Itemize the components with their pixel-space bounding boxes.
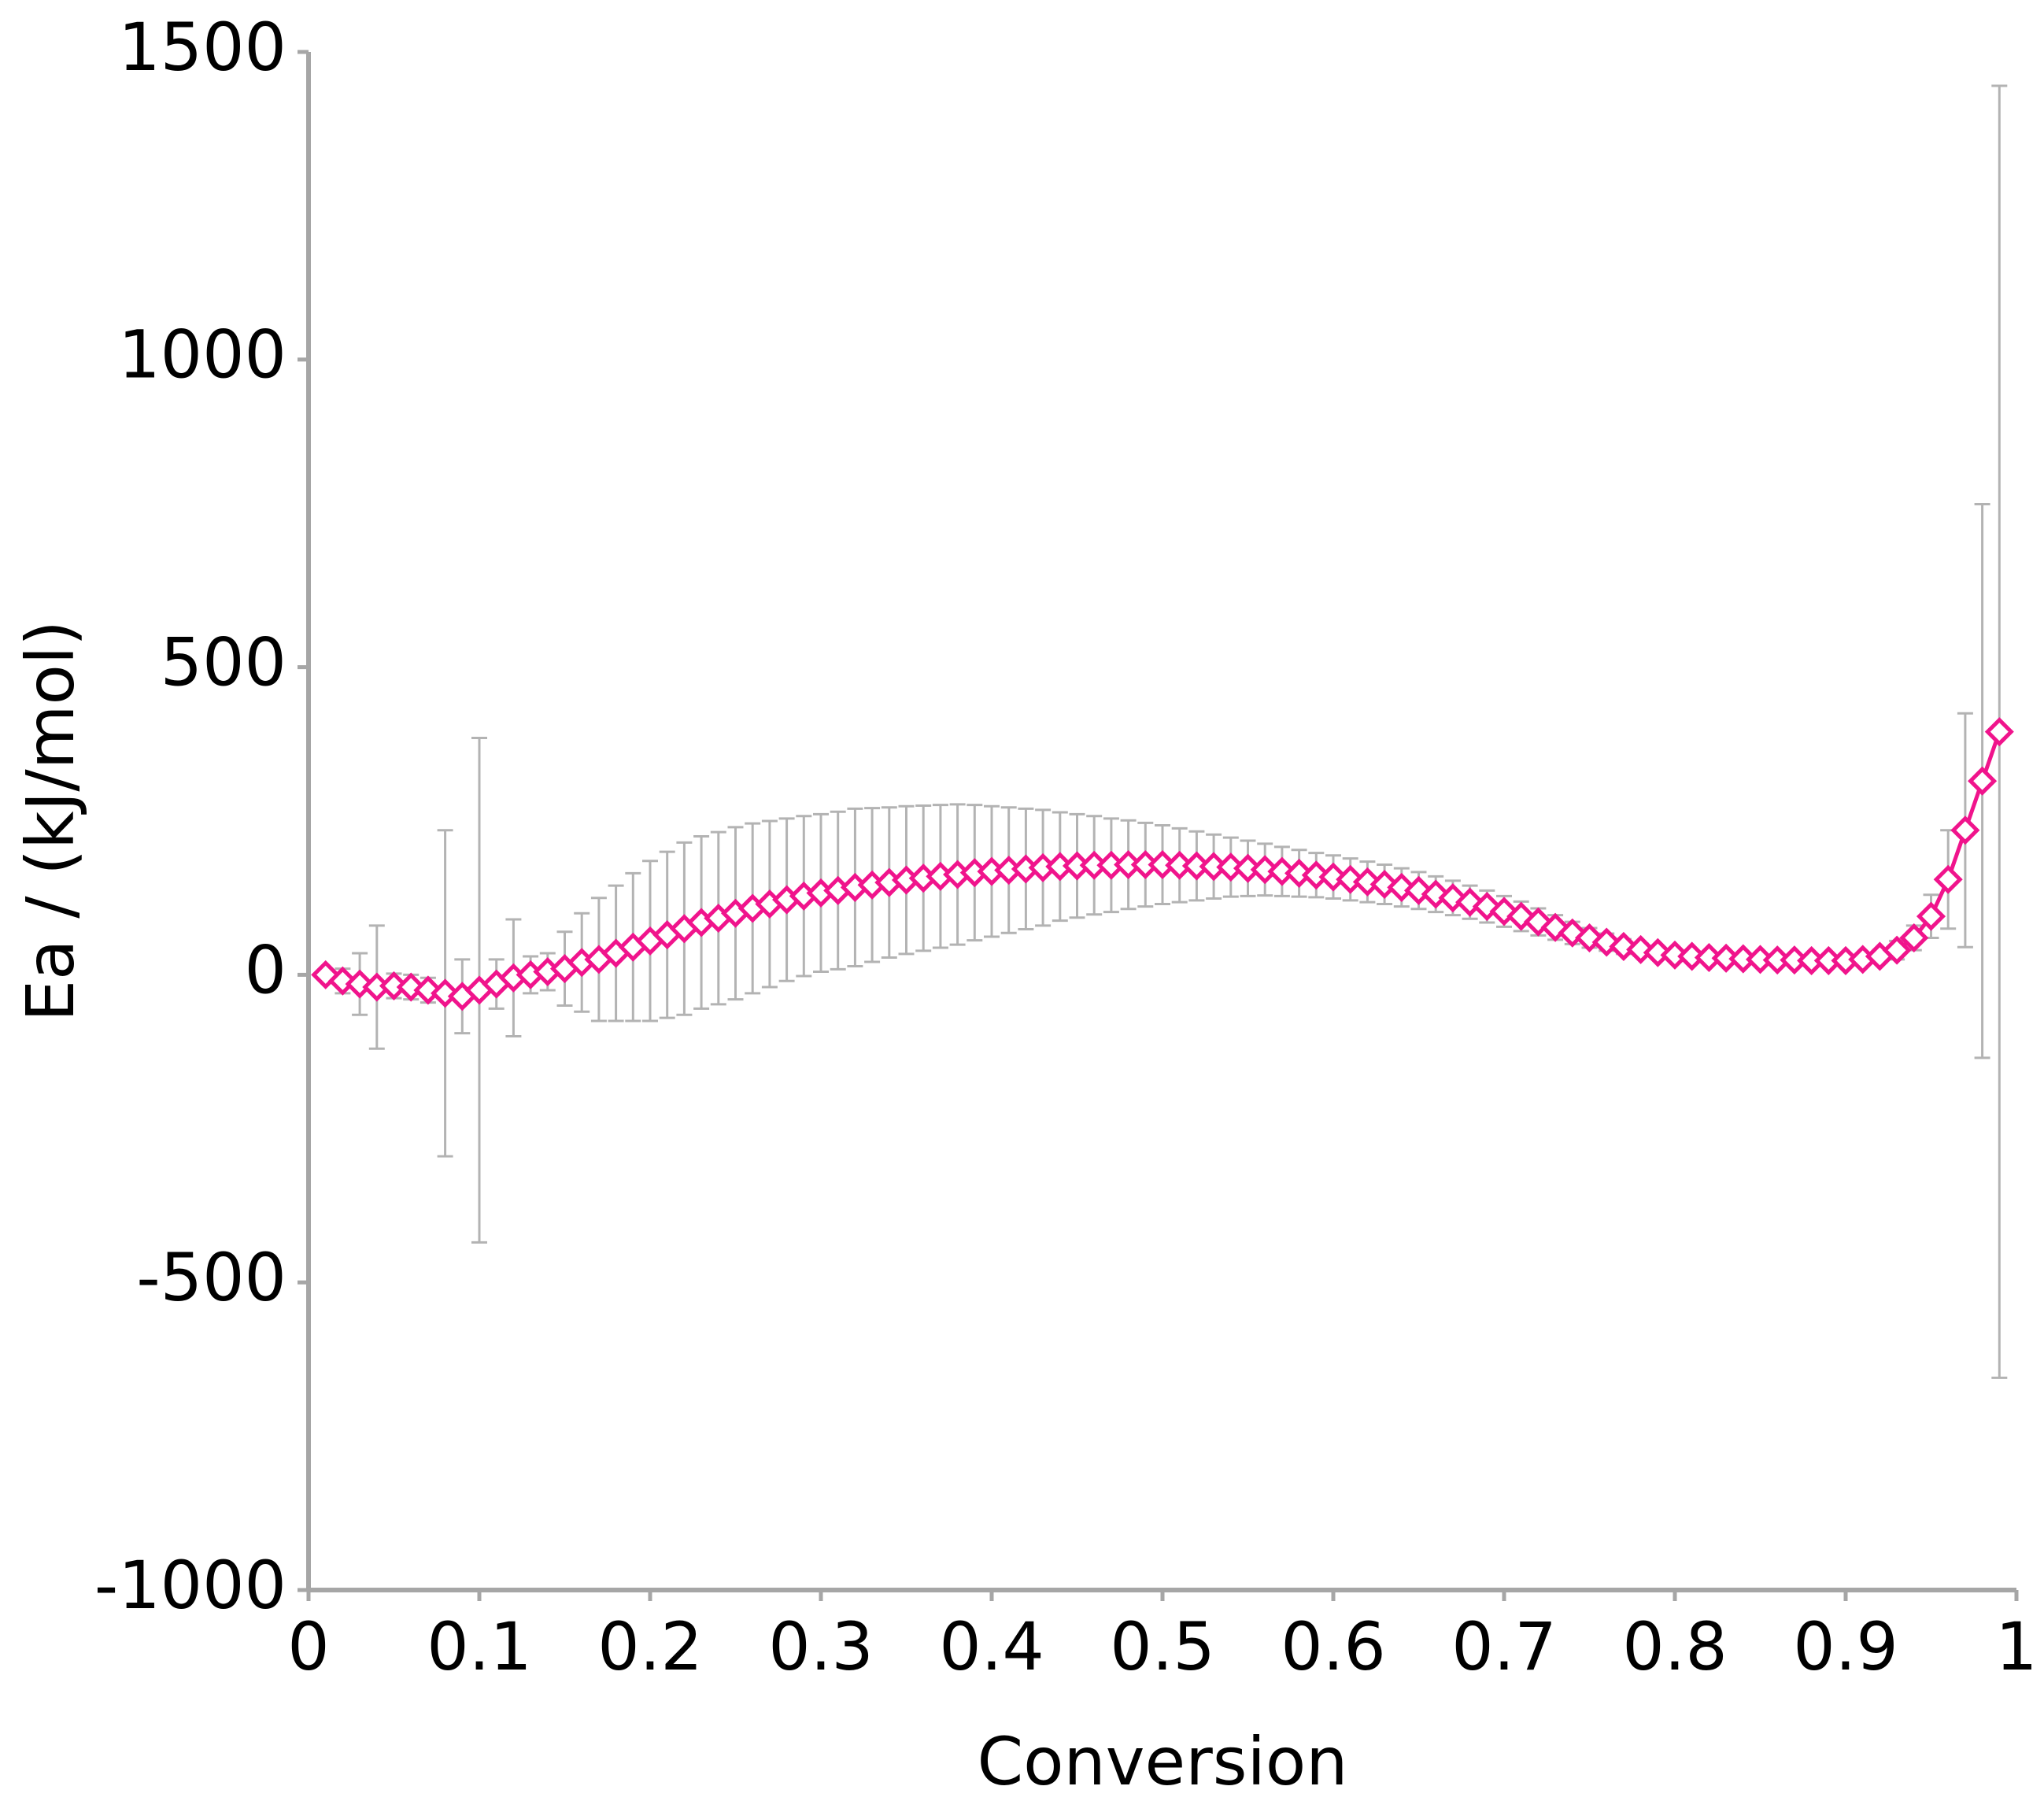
marker (1267, 856, 1297, 886)
marker (1916, 901, 1946, 931)
y-tick-label: 500 (161, 624, 286, 701)
x-tick-label: 0.1 (427, 1608, 532, 1685)
y-tick-label: 1000 (118, 316, 286, 394)
y-axis-label: Ea / (kJ/mol) (12, 620, 89, 1022)
marker (1540, 912, 1570, 942)
marker (1318, 862, 1348, 892)
marker (431, 978, 460, 1008)
x-tick-label: 0.5 (1110, 1608, 1215, 1685)
marker (1489, 897, 1519, 926)
x-tick-label: 0.7 (1451, 1608, 1557, 1685)
marker (1609, 931, 1639, 961)
y-tick-label: 0 (245, 931, 286, 1008)
marker (1933, 864, 1963, 894)
y-tick-label: -1000 (94, 1547, 286, 1624)
marker (1899, 923, 1929, 953)
x-tick-label: 1 (1995, 1608, 2037, 1685)
x-tick-label: 0.4 (939, 1608, 1044, 1685)
marker (1984, 717, 2014, 747)
x-tick-label: 0 (287, 1608, 329, 1685)
x-axis-label: Conversion (978, 1723, 1348, 1800)
marker (1352, 867, 1382, 897)
x-tick-label: 0.9 (1793, 1608, 1898, 1685)
marker (1591, 927, 1621, 957)
x-tick-label: 0.6 (1281, 1608, 1386, 1685)
marker (1968, 766, 1998, 796)
marker (1301, 860, 1331, 890)
y-tick-label: 1500 (118, 9, 286, 86)
marker (1284, 858, 1314, 888)
x-tick-label: 0.3 (768, 1608, 874, 1685)
y-tick-label: -500 (136, 1239, 286, 1316)
marker (1336, 864, 1366, 894)
marker (1506, 901, 1536, 931)
marker (1950, 815, 1980, 845)
marker (1643, 937, 1673, 967)
marker (1882, 935, 1912, 965)
marker (327, 966, 357, 996)
marker (1250, 855, 1280, 885)
x-tick-label: 0.8 (1622, 1608, 1728, 1685)
x-tick-label: 0.2 (597, 1608, 703, 1685)
